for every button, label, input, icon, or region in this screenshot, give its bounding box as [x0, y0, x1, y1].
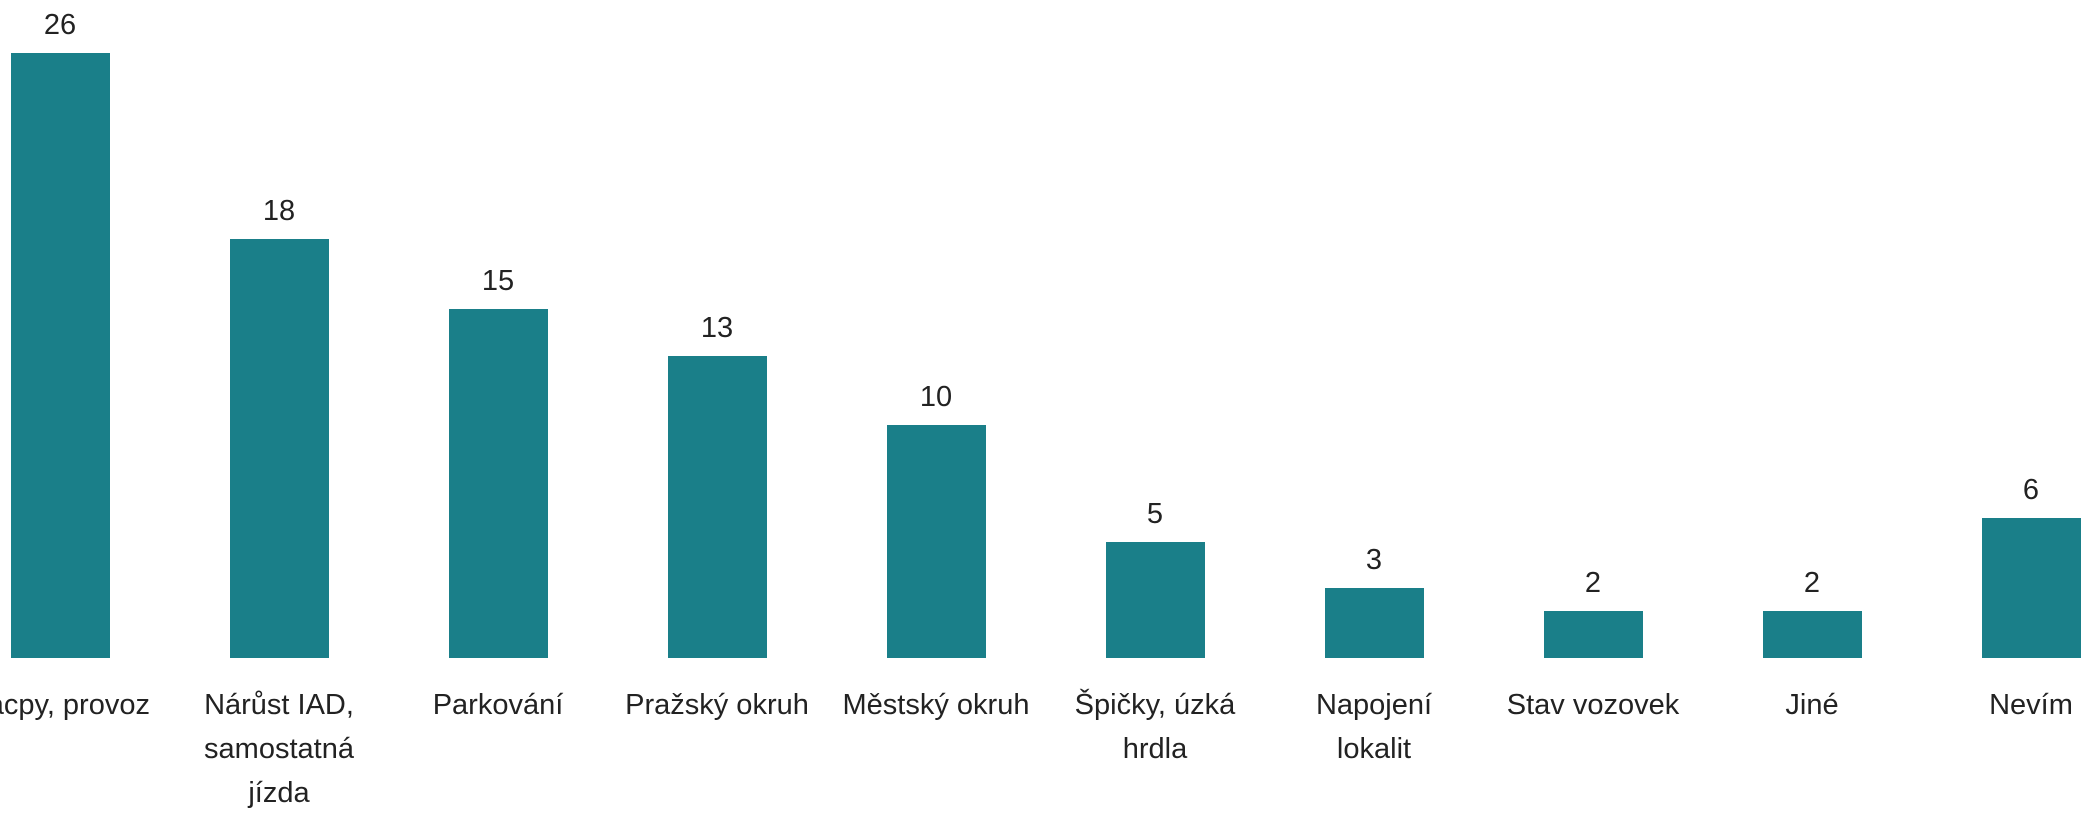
value-label: 10	[919, 381, 953, 414]
value-label: 13	[700, 311, 734, 344]
bar	[1324, 588, 1424, 658]
bar	[886, 425, 986, 658]
category-label: Napojení lokalit	[1315, 689, 1433, 765]
bar	[1543, 611, 1643, 658]
value-label: 18	[262, 195, 296, 228]
bar	[1981, 518, 2081, 658]
category-label: Městský okruh	[842, 689, 1030, 721]
value-label: 6	[2022, 474, 2040, 507]
value-label: 15	[481, 264, 515, 297]
bar	[229, 239, 329, 658]
bar	[448, 308, 548, 658]
value-label: 3	[1365, 544, 1383, 577]
category-label: Parkování	[432, 689, 564, 721]
category-label: Jiné	[1785, 689, 1839, 721]
bar	[1762, 611, 1862, 658]
bar	[1105, 541, 1205, 658]
category-label: Špičky, úzká hrdla	[1074, 689, 1236, 765]
category-label: Pražský okruh	[625, 689, 809, 721]
category-label: Zácpy, provoz	[0, 689, 150, 721]
value-label: 2	[1803, 567, 1821, 600]
bar	[10, 53, 110, 658]
category-label: Nárůst IAD, samostatná jízda	[204, 689, 354, 809]
category-label: Stav vozovek	[1506, 689, 1680, 721]
value-label: 5	[1146, 497, 1164, 530]
category-label: Nevím	[1989, 689, 2073, 721]
value-label: 26	[43, 9, 77, 41]
value-label: 2	[1584, 567, 1602, 600]
bar	[667, 355, 767, 658]
